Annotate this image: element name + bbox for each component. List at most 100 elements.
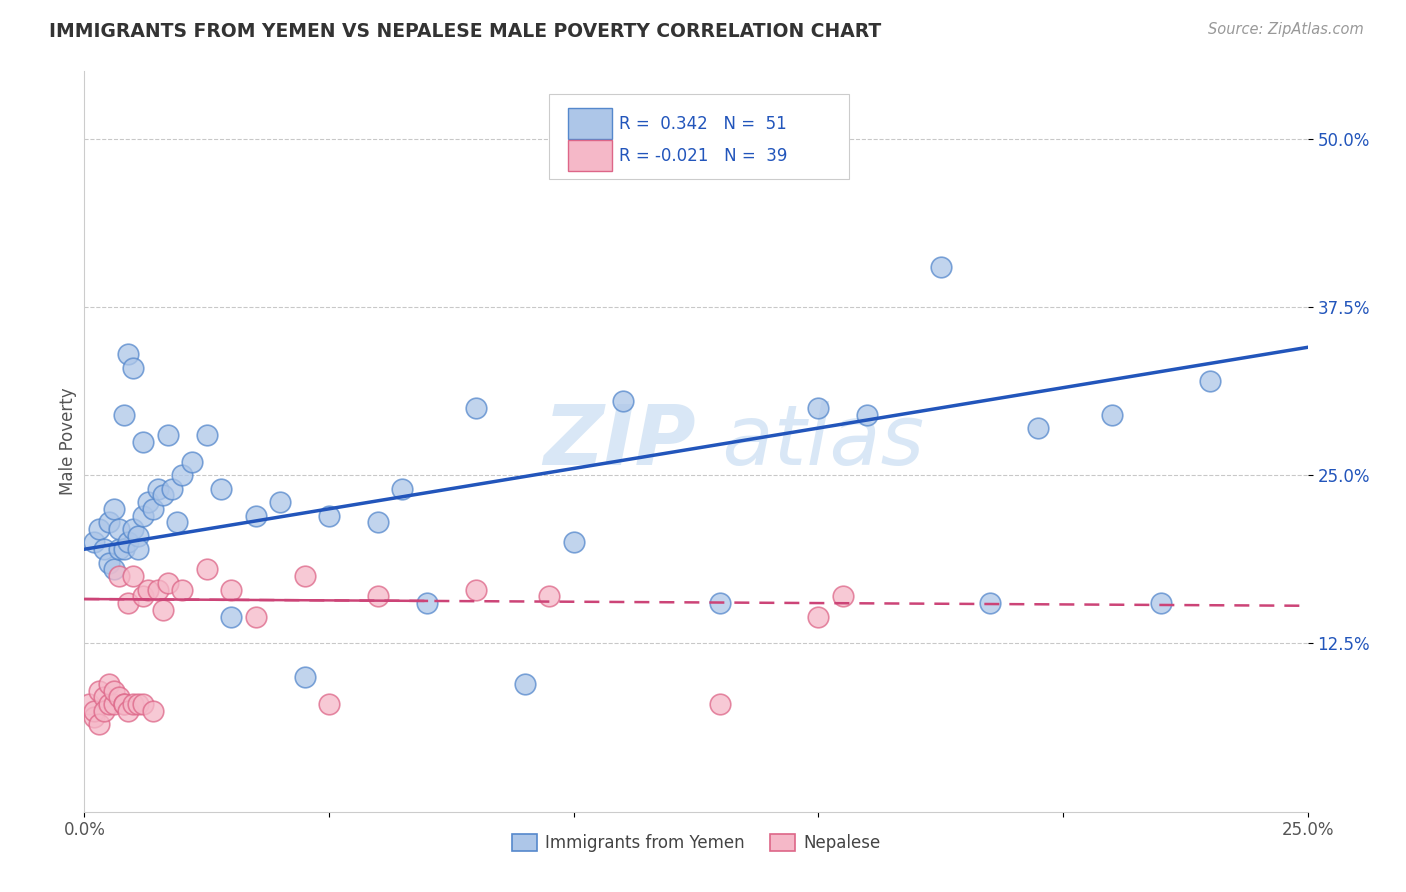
Point bbox=[122, 522, 145, 536]
Point bbox=[1198, 374, 1220, 388]
Point bbox=[97, 516, 120, 530]
Point bbox=[87, 717, 110, 731]
Point bbox=[93, 690, 115, 705]
Point bbox=[709, 596, 731, 610]
Point bbox=[612, 394, 634, 409]
Point bbox=[103, 562, 125, 576]
Point bbox=[117, 596, 139, 610]
Point bbox=[142, 501, 165, 516]
Point bbox=[117, 704, 139, 718]
Point bbox=[83, 704, 105, 718]
Point bbox=[807, 401, 830, 415]
Point bbox=[979, 596, 1001, 610]
Point bbox=[538, 590, 561, 604]
Text: Source: ZipAtlas.com: Source: ZipAtlas.com bbox=[1208, 22, 1364, 37]
Point bbox=[132, 508, 155, 523]
Point bbox=[142, 704, 165, 718]
Point bbox=[97, 697, 120, 711]
Legend: Immigrants from Yemen, Nepalese: Immigrants from Yemen, Nepalese bbox=[505, 828, 887, 859]
Point bbox=[195, 427, 218, 442]
Point bbox=[219, 582, 242, 597]
Point bbox=[709, 697, 731, 711]
Text: R =  0.342   N =  51: R = 0.342 N = 51 bbox=[619, 115, 787, 133]
Point bbox=[269, 495, 291, 509]
Point bbox=[97, 677, 120, 691]
Point bbox=[93, 704, 115, 718]
Y-axis label: Male Poverty: Male Poverty bbox=[59, 388, 77, 495]
Point bbox=[367, 516, 389, 530]
Point bbox=[166, 516, 188, 530]
Point bbox=[513, 677, 536, 691]
Point bbox=[562, 535, 585, 549]
Point bbox=[416, 596, 439, 610]
Point bbox=[112, 542, 135, 557]
Point bbox=[127, 697, 149, 711]
Point bbox=[132, 697, 155, 711]
Point bbox=[152, 603, 174, 617]
Point bbox=[172, 468, 194, 483]
Point bbox=[83, 535, 105, 549]
Point bbox=[219, 609, 242, 624]
Point bbox=[103, 697, 125, 711]
Point bbox=[122, 697, 145, 711]
Point bbox=[122, 569, 145, 583]
Point bbox=[294, 569, 316, 583]
Point bbox=[1028, 421, 1050, 435]
Point bbox=[209, 482, 232, 496]
Point bbox=[93, 542, 115, 557]
Point bbox=[1101, 408, 1123, 422]
Point bbox=[181, 455, 204, 469]
Point bbox=[245, 609, 267, 624]
Point bbox=[107, 690, 129, 705]
Point bbox=[136, 582, 159, 597]
Point bbox=[77, 697, 100, 711]
Point bbox=[929, 260, 952, 274]
Text: IMMIGRANTS FROM YEMEN VS NEPALESE MALE POVERTY CORRELATION CHART: IMMIGRANTS FROM YEMEN VS NEPALESE MALE P… bbox=[49, 22, 882, 41]
Point bbox=[132, 590, 155, 604]
Point bbox=[856, 408, 879, 422]
Point bbox=[367, 590, 389, 604]
Point bbox=[107, 542, 129, 557]
Point bbox=[117, 347, 139, 361]
FancyBboxPatch shape bbox=[568, 140, 612, 171]
Point bbox=[87, 522, 110, 536]
Point bbox=[107, 522, 129, 536]
FancyBboxPatch shape bbox=[568, 109, 612, 139]
Point bbox=[107, 569, 129, 583]
Text: ZIP: ZIP bbox=[543, 401, 696, 482]
Point bbox=[294, 670, 316, 684]
Point bbox=[127, 542, 149, 557]
Point bbox=[136, 495, 159, 509]
Point bbox=[97, 556, 120, 570]
Point bbox=[831, 590, 853, 604]
Point bbox=[245, 508, 267, 523]
Point bbox=[318, 508, 340, 523]
Point bbox=[146, 482, 169, 496]
Point bbox=[1150, 596, 1173, 610]
Point bbox=[103, 501, 125, 516]
Point bbox=[156, 575, 179, 590]
Point bbox=[112, 408, 135, 422]
Text: atlas: atlas bbox=[696, 401, 924, 482]
Point bbox=[391, 482, 413, 496]
Point bbox=[464, 401, 486, 415]
Point bbox=[172, 582, 194, 597]
Point bbox=[156, 427, 179, 442]
Point bbox=[152, 488, 174, 502]
Point bbox=[464, 582, 486, 597]
Point bbox=[127, 529, 149, 543]
Point bbox=[103, 683, 125, 698]
Point bbox=[117, 535, 139, 549]
Point bbox=[807, 609, 830, 624]
Text: R = -0.021   N =  39: R = -0.021 N = 39 bbox=[619, 147, 787, 165]
Point bbox=[146, 582, 169, 597]
Point bbox=[132, 434, 155, 449]
Point bbox=[162, 482, 184, 496]
Point bbox=[112, 697, 135, 711]
Point bbox=[87, 683, 110, 698]
Point bbox=[318, 697, 340, 711]
Point bbox=[83, 710, 105, 724]
Point bbox=[122, 360, 145, 375]
FancyBboxPatch shape bbox=[550, 94, 849, 178]
Point bbox=[112, 697, 135, 711]
